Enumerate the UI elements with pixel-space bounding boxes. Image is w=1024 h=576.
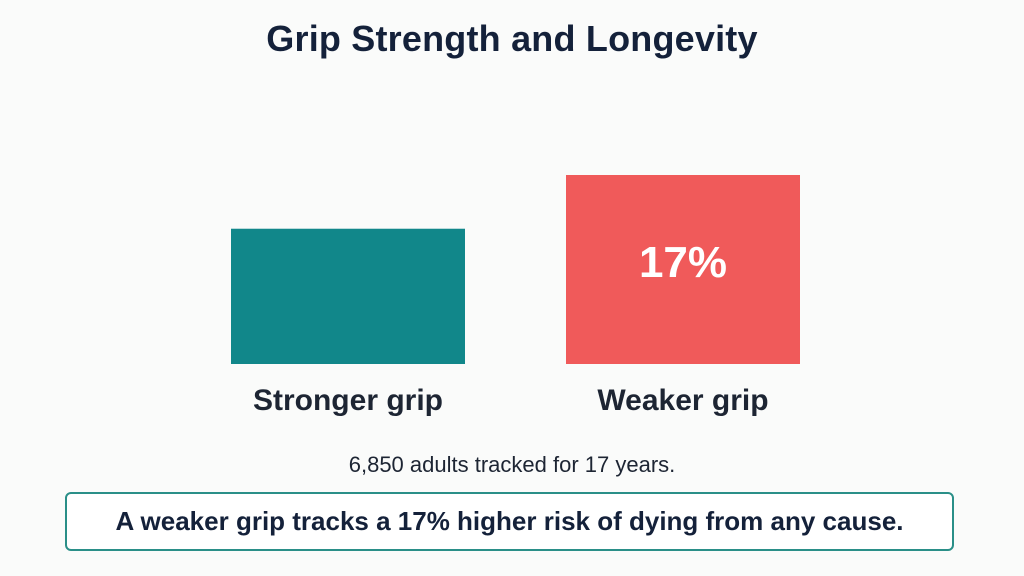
bar-weaker-grip [566, 175, 800, 364]
study-subtitle: 6,850 adults tracked for 17 years. [348, 452, 676, 477]
data-label-weaker-grip: 17% [639, 238, 727, 287]
callout-text: A weaker grip tracks a 17% higher risk o… [115, 506, 904, 536]
chart-title: Grip Strength and Longevity [266, 18, 758, 59]
category-label-weaker-grip: Weaker grip [597, 384, 768, 417]
callout-box: A weaker grip tracks a 17% higher risk o… [65, 492, 954, 551]
category-label-stronger-grip: Stronger grip [253, 384, 443, 417]
bar-stronger-grip [231, 228, 465, 364]
